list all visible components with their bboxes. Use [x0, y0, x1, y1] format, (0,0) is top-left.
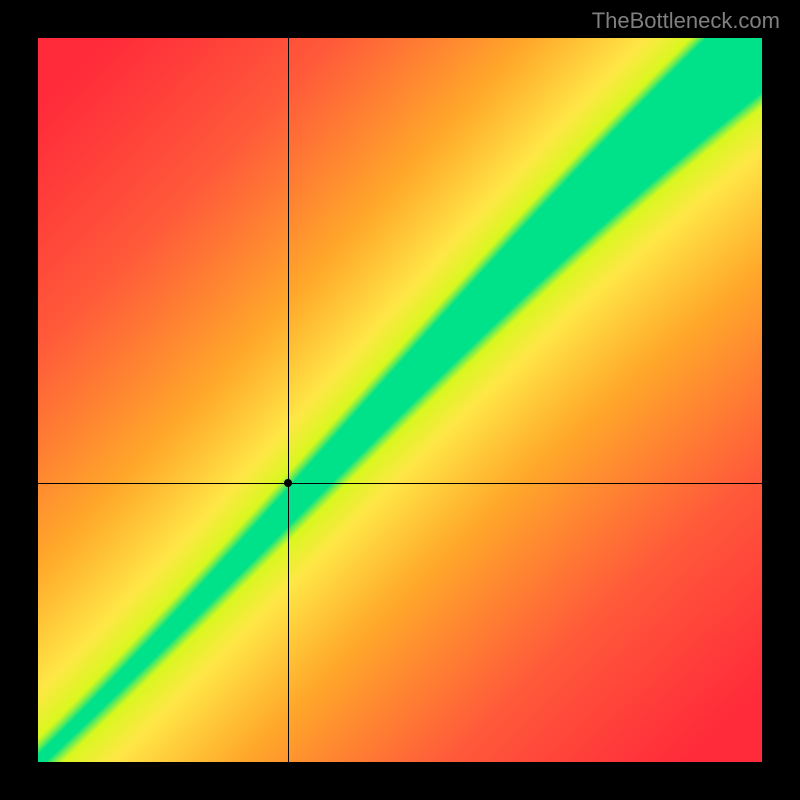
crosshair-vertical [288, 38, 289, 762]
heatmap-canvas [38, 38, 762, 762]
watermark-text: TheBottleneck.com [592, 8, 780, 34]
crosshair-marker-dot [284, 479, 292, 487]
crosshair-horizontal [38, 483, 762, 484]
heatmap-plot-area [38, 38, 762, 762]
